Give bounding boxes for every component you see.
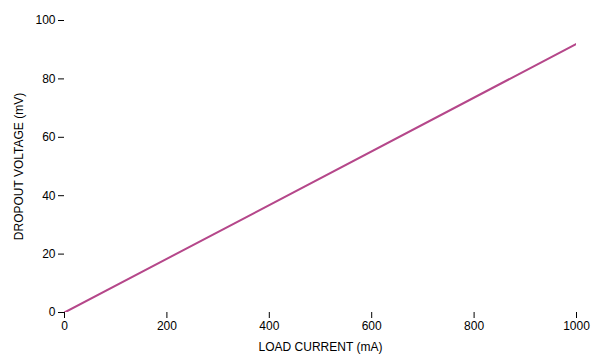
svg-text:40: 40: [42, 189, 56, 203]
svg-text:80: 80: [42, 72, 56, 86]
svg-text:LOAD CURRENT (mA): LOAD CURRENT (mA): [259, 340, 383, 354]
svg-text:60: 60: [42, 130, 56, 144]
svg-text:0: 0: [49, 305, 56, 319]
svg-text:600: 600: [362, 319, 382, 333]
svg-text:400: 400: [259, 319, 279, 333]
svg-text:1000: 1000: [563, 319, 590, 333]
svg-text:20: 20: [42, 247, 56, 261]
svg-text:800: 800: [464, 319, 484, 333]
svg-text:100: 100: [35, 13, 55, 27]
svg-text:200: 200: [157, 319, 177, 333]
svg-text:DROPOUT VOLTAGE (mV): DROPOUT VOLTAGE (mV): [12, 93, 26, 240]
svg-text:0: 0: [61, 319, 68, 333]
